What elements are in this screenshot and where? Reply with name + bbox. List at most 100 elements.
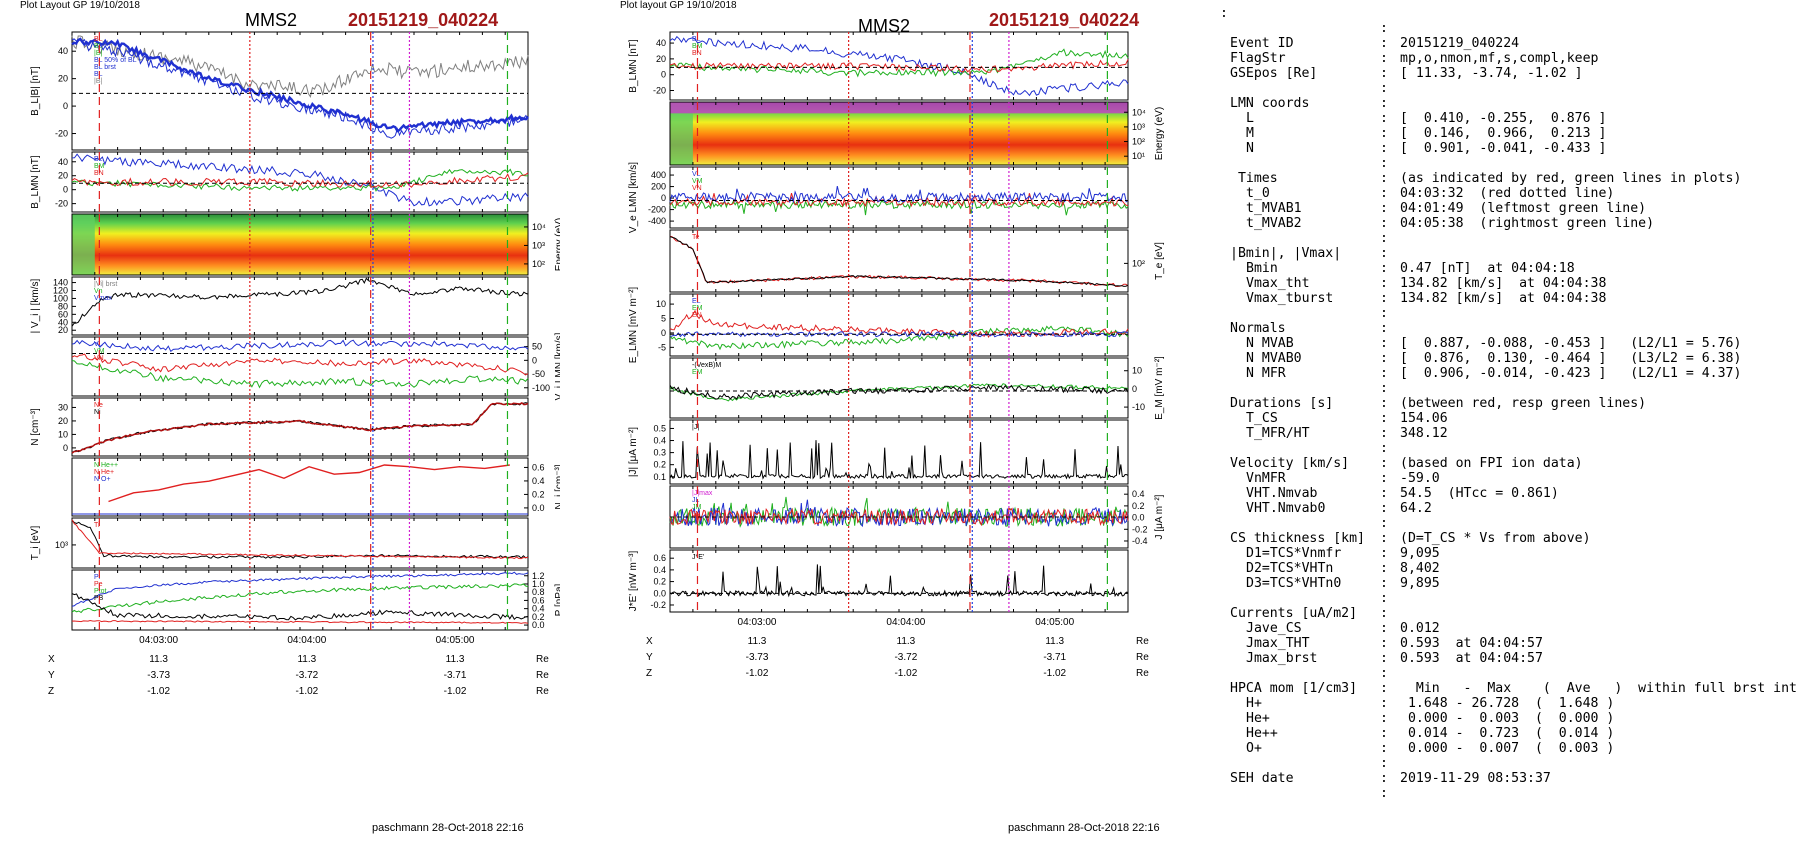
- info-label: He++: [1246, 726, 1278, 741]
- panel-te: 10² T_e [eV] Te: [669, 229, 1165, 293]
- y-tick-label: 400: [651, 170, 666, 180]
- info-colon: :: [1380, 711, 1388, 726]
- legend-entry: JM: [692, 504, 702, 511]
- position-value: -3.72: [295, 670, 318, 681]
- y-axis-label: Energy (eV): [1154, 107, 1165, 160]
- info-value: [ 0.146, 0.966, 0.213 ]: [1400, 126, 1607, 141]
- info-value: -59.0: [1400, 471, 1440, 486]
- info-label: VHT.Nmvab: [1246, 486, 1318, 501]
- info-colon: :: [1380, 591, 1388, 606]
- y-tick-label: 0.6: [532, 462, 545, 472]
- info-label: [1220, 756, 1380, 771]
- panel-frame: [669, 166, 1129, 229]
- info-colon: :: [1380, 576, 1388, 591]
- info-colon: :: [1380, 606, 1388, 621]
- y-axis-label: B_L|B| [nT]: [30, 66, 41, 116]
- position-label: Z: [48, 686, 54, 697]
- info-colon: :: [1380, 156, 1388, 171]
- info-row: N: [ 0.901, -0.041, -0.433 ]: [1220, 141, 1800, 156]
- info-label: Jmax_brst: [1246, 651, 1318, 666]
- y-tick-label: 0: [63, 185, 68, 195]
- y-tick-label: 10: [1132, 366, 1142, 376]
- panel-ti: 10³ T_i [eV] Ti: [30, 517, 529, 569]
- y-tick-label: 0: [63, 101, 68, 111]
- info-colon: :: [1380, 81, 1388, 96]
- trace-blmn-0: [669, 35, 1129, 97]
- spec-early: [72, 214, 95, 275]
- position-value: -1.02: [1043, 668, 1066, 679]
- info-row: HPCA mom [1/cm3]: Min - Max ( Ave ) with…: [1220, 681, 1800, 696]
- y-tick-label: 0.8: [532, 587, 545, 597]
- trace-je-0: [669, 564, 1129, 598]
- info-value: 0.000 - 0.007 ( 0.003 ): [1400, 741, 1615, 756]
- legend-entry: JN: [692, 511, 701, 518]
- position-value: -3.73: [746, 652, 769, 663]
- panel-em: 100-10E_M [mV m⁻²]-(VexB)MEM: [669, 356, 1165, 420]
- info-value: (between red, resp green lines): [1400, 396, 1647, 411]
- y-tick-label: 0.0: [532, 503, 545, 513]
- info-row: O+: 0.000 - 0.007 ( 0.003 ): [1220, 741, 1800, 756]
- y-tick-label: 80: [58, 301, 68, 311]
- info-value: [ 0.901, -0.041, -0.433 ]: [1400, 141, 1607, 156]
- trace-vlmn-0: [71, 339, 529, 353]
- legend-entry: -(VexB)M: [692, 362, 721, 369]
- info-colon: :: [1380, 366, 1388, 381]
- info-label: T_MFR/HT: [1246, 426, 1310, 441]
- info-colon: :: [1380, 246, 1388, 261]
- info-colon: :: [1380, 561, 1388, 576]
- trace-hpca-0: [108, 464, 510, 503]
- info-label: D3=TCS*VHTn0: [1246, 576, 1342, 591]
- panel-frame: [71, 569, 529, 631]
- y-tick-label: 0.2: [653, 460, 666, 470]
- info-colon: :: [1380, 756, 1388, 771]
- info-colon: :: [1380, 36, 1388, 51]
- legend-entry: VN: [94, 355, 104, 362]
- position-unit: Re: [536, 654, 549, 665]
- trace-n-0: [71, 402, 529, 453]
- trace-bl-2: [71, 38, 529, 139]
- info-colon: :: [1380, 111, 1388, 126]
- info-label: Event ID: [1230, 36, 1294, 51]
- panel-spec: 10⁴ 10³ 10² Energy (eV): [71, 213, 560, 276]
- info-label: [1220, 306, 1380, 321]
- trace-ve-0: [669, 199, 1129, 216]
- info-row: t_MVAB2:04:05:38 (rightmost green line): [1220, 216, 1800, 231]
- info-row: D2=TCS*VHTn:8,402: [1220, 561, 1800, 576]
- panel-j: 0.5 0.4 0.3 0.2 0.1 |J| [μA m⁻²] |J|: [628, 419, 1129, 485]
- info-label: HPCA mom [1/cm3]: [1230, 681, 1358, 696]
- y-tick-label: 0.4: [653, 436, 666, 446]
- info-row: SEH date:2019-11-29 08:53:37: [1220, 771, 1800, 786]
- position-unit: Re: [536, 670, 549, 681]
- info-colon: :: [1380, 276, 1388, 291]
- info-colon: :: [1380, 651, 1388, 666]
- info-value: 0.47 [nT] at 04:04:18: [1400, 261, 1575, 276]
- info-label: CS thickness [km]: [1230, 531, 1365, 546]
- y-tick-label: 40: [58, 46, 68, 56]
- y-tick-label: 10: [58, 429, 68, 439]
- info-value: 0.014 - 0.723 ( 0.014 ): [1400, 726, 1615, 741]
- trace-jlmn-1: [669, 499, 1129, 528]
- info-spacer: :: [1220, 156, 1800, 171]
- left-footer: paschmann 28-Oct-2018 22:16: [372, 822, 524, 834]
- info-value: (D=T_CS * Vs from above): [1400, 531, 1591, 546]
- y-tick-label: 0.2: [1132, 501, 1145, 511]
- info-row: t_0:04:03:32 (red dotted line): [1220, 186, 1800, 201]
- info-value: [ 0.887, -0.088, -0.453 ] (L2/L1 = 5.76): [1400, 336, 1742, 351]
- left-plot-header: Plot Layout GP 19/10/2018: [20, 0, 140, 11]
- panel-spec: 10⁴ 10³ 10² 10¹ Energy (eV): [669, 101, 1165, 166]
- x-tick-label: 04:04:00: [886, 617, 925, 628]
- y-tick-label: -20: [55, 199, 68, 209]
- info-value: 1.648 - 26.728 ( 1.648 ): [1400, 696, 1615, 711]
- y-tick-label: 10³: [55, 540, 68, 550]
- legend-entry: EL: [692, 298, 701, 305]
- y-tick-label: 60: [58, 309, 68, 319]
- y-axis-label: J*E' [nW m⁻³]: [628, 551, 639, 612]
- left-event-id: 20151219_040224: [348, 10, 499, 30]
- y-tick-label: 200: [651, 182, 666, 192]
- info-colon: :: [1380, 531, 1388, 546]
- info-colon: :: [1380, 771, 1388, 786]
- info-value: (based on FPI ion data): [1400, 456, 1583, 471]
- info-label: Jmax_THT: [1246, 636, 1310, 651]
